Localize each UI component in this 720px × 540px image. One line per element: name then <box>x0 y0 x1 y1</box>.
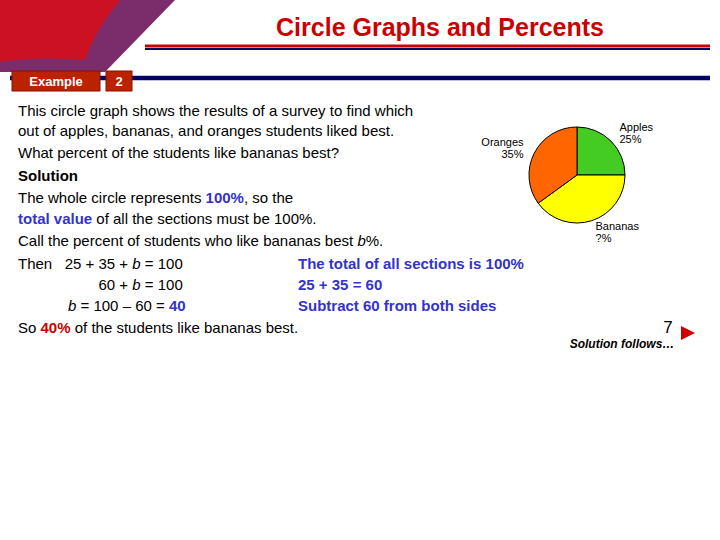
solution-follows: Solution follows… <box>570 337 675 351</box>
annotation: b <box>132 255 140 272</box>
annotation: %. <box>366 232 384 249</box>
annotation: = 100 <box>141 276 183 293</box>
header-shape <box>0 0 175 72</box>
annotation: b <box>132 276 140 293</box>
annotation: Subtract 60 from both sides <box>298 297 496 314</box>
example-badge <box>106 71 132 91</box>
badge-label: 2 <box>115 74 122 89</box>
pie-slice <box>577 127 625 175</box>
annotation: The whole circle represents <box>18 189 206 206</box>
annotation: = 100 – 60 = <box>76 297 169 314</box>
title: Circle Graphs and Percents <box>276 13 604 41</box>
annotation: 25 + 35 = 60 <box>298 276 382 293</box>
annotation: Solution <box>18 167 78 184</box>
annotation: 60 + <box>98 276 132 293</box>
rule <box>145 48 710 50</box>
header-shape <box>0 0 120 62</box>
annotation: 40% <box>41 319 71 336</box>
annotation: 100% <box>206 189 244 206</box>
annotation: = 100 <box>141 255 183 272</box>
annotation: This circle graph shows the results of a… <box>18 102 413 119</box>
annotation: b <box>68 297 76 314</box>
next-arrow <box>681 326 695 340</box>
annotation: Call the percent of students who like ba… <box>18 232 357 249</box>
annotation: b <box>357 232 365 249</box>
background <box>0 0 720 540</box>
pie <box>529 127 625 223</box>
page-number: 7 <box>663 318 672 337</box>
annotation: total value <box>18 210 92 227</box>
annotation: of the students like bananas best. <box>71 319 299 336</box>
slice-label: Apples25% <box>619 121 653 145</box>
example-badge <box>12 71 100 91</box>
slice-label: Bananas?% <box>596 220 640 244</box>
annotation: of all the sections must be 100%. <box>92 210 316 227</box>
annotation: out of apples, bananas, and oranges stud… <box>18 122 394 139</box>
slice-label: Oranges35% <box>481 136 524 160</box>
annotation: The total of all sections is 100% <box>298 255 524 272</box>
annotation: So <box>18 319 41 336</box>
annotation: What percent of the students like banana… <box>18 144 339 161</box>
pie-slice <box>529 127 577 203</box>
annotation: , so the <box>244 189 293 206</box>
badge-label: Example <box>29 74 82 89</box>
rule <box>145 45 710 48</box>
annotation: 40 <box>169 297 186 314</box>
annotation: Then 25 + 35 + <box>18 255 132 272</box>
